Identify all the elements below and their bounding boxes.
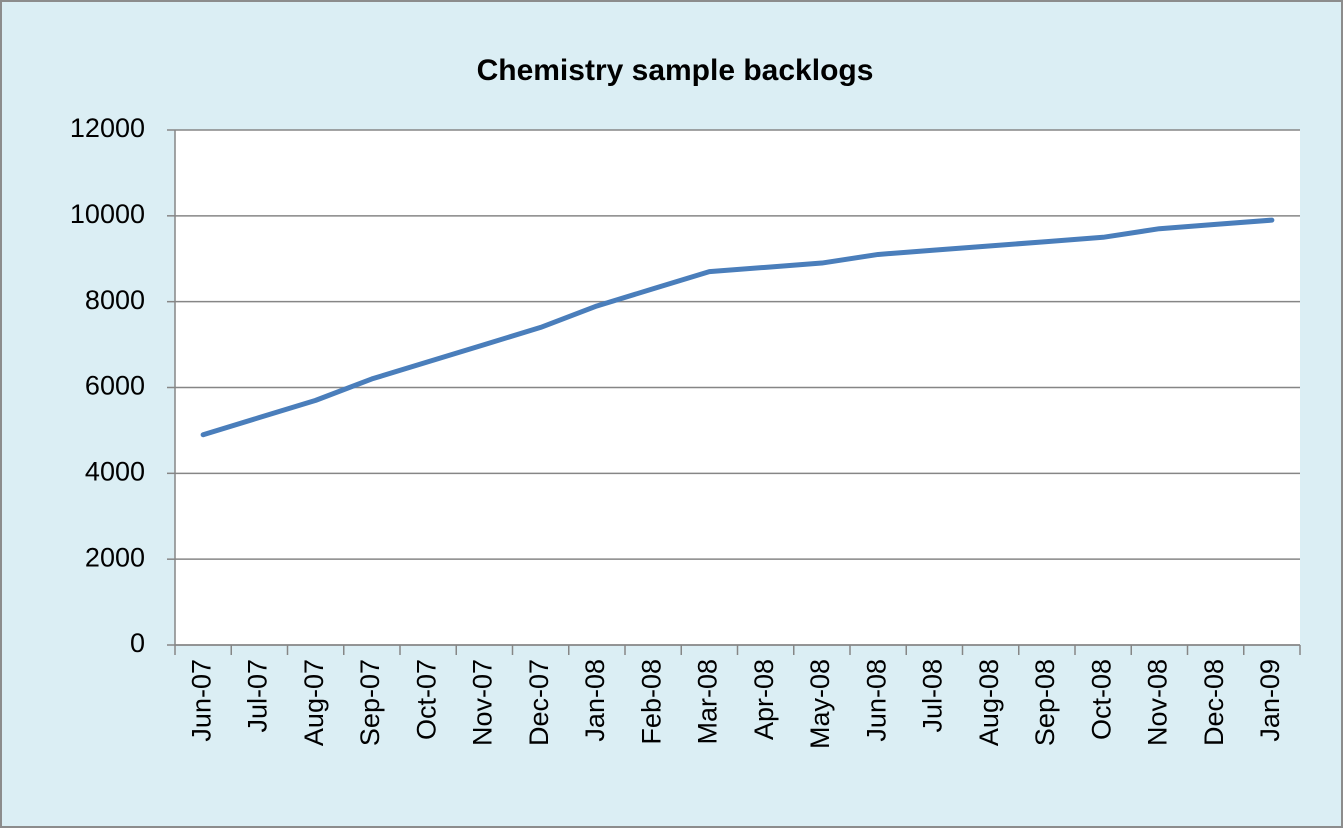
x-tick-label: Nov-08 [1143, 659, 1173, 746]
x-tick-label: Feb-08 [636, 659, 666, 745]
x-tick-label: Jun-08 [861, 659, 891, 742]
chart-title: Chemistry sample backlogs [477, 54, 874, 87]
x-tick-label: Sep-08 [1030, 659, 1060, 746]
x-tick-label: Jan-08 [580, 659, 610, 742]
y-tick-label: 4000 [85, 456, 145, 486]
x-tick-label: May-08 [805, 659, 835, 749]
x-tick-label: Mar-08 [693, 659, 723, 745]
x-tick-label: Jul-07 [243, 659, 273, 733]
y-tick-label: 8000 [85, 285, 145, 315]
x-tick-label: Nov-07 [468, 659, 498, 746]
y-tick-label: 12000 [70, 113, 145, 143]
y-tick-label: 10000 [70, 199, 145, 229]
x-tick-label: Sep-07 [355, 659, 385, 746]
y-tick-label: 2000 [85, 542, 145, 572]
x-tick-label: Jul-08 [918, 659, 948, 733]
x-tick-label: Apr-08 [749, 659, 779, 740]
x-tick-label: Dec-08 [1199, 659, 1229, 746]
x-tick-label: Jan-09 [1255, 659, 1285, 742]
x-tick-label: Dec-07 [524, 659, 554, 746]
x-tick-label: Aug-08 [974, 659, 1004, 746]
x-tick-label: Jun-07 [186, 659, 216, 742]
y-tick-label: 0 [130, 628, 145, 658]
y-tick-label: 6000 [85, 371, 145, 401]
x-tick-label: Oct-07 [411, 659, 441, 740]
data-line [200, 217, 1275, 438]
x-tick-label: Aug-07 [299, 659, 329, 746]
x-tick-label: Oct-08 [1086, 659, 1116, 740]
